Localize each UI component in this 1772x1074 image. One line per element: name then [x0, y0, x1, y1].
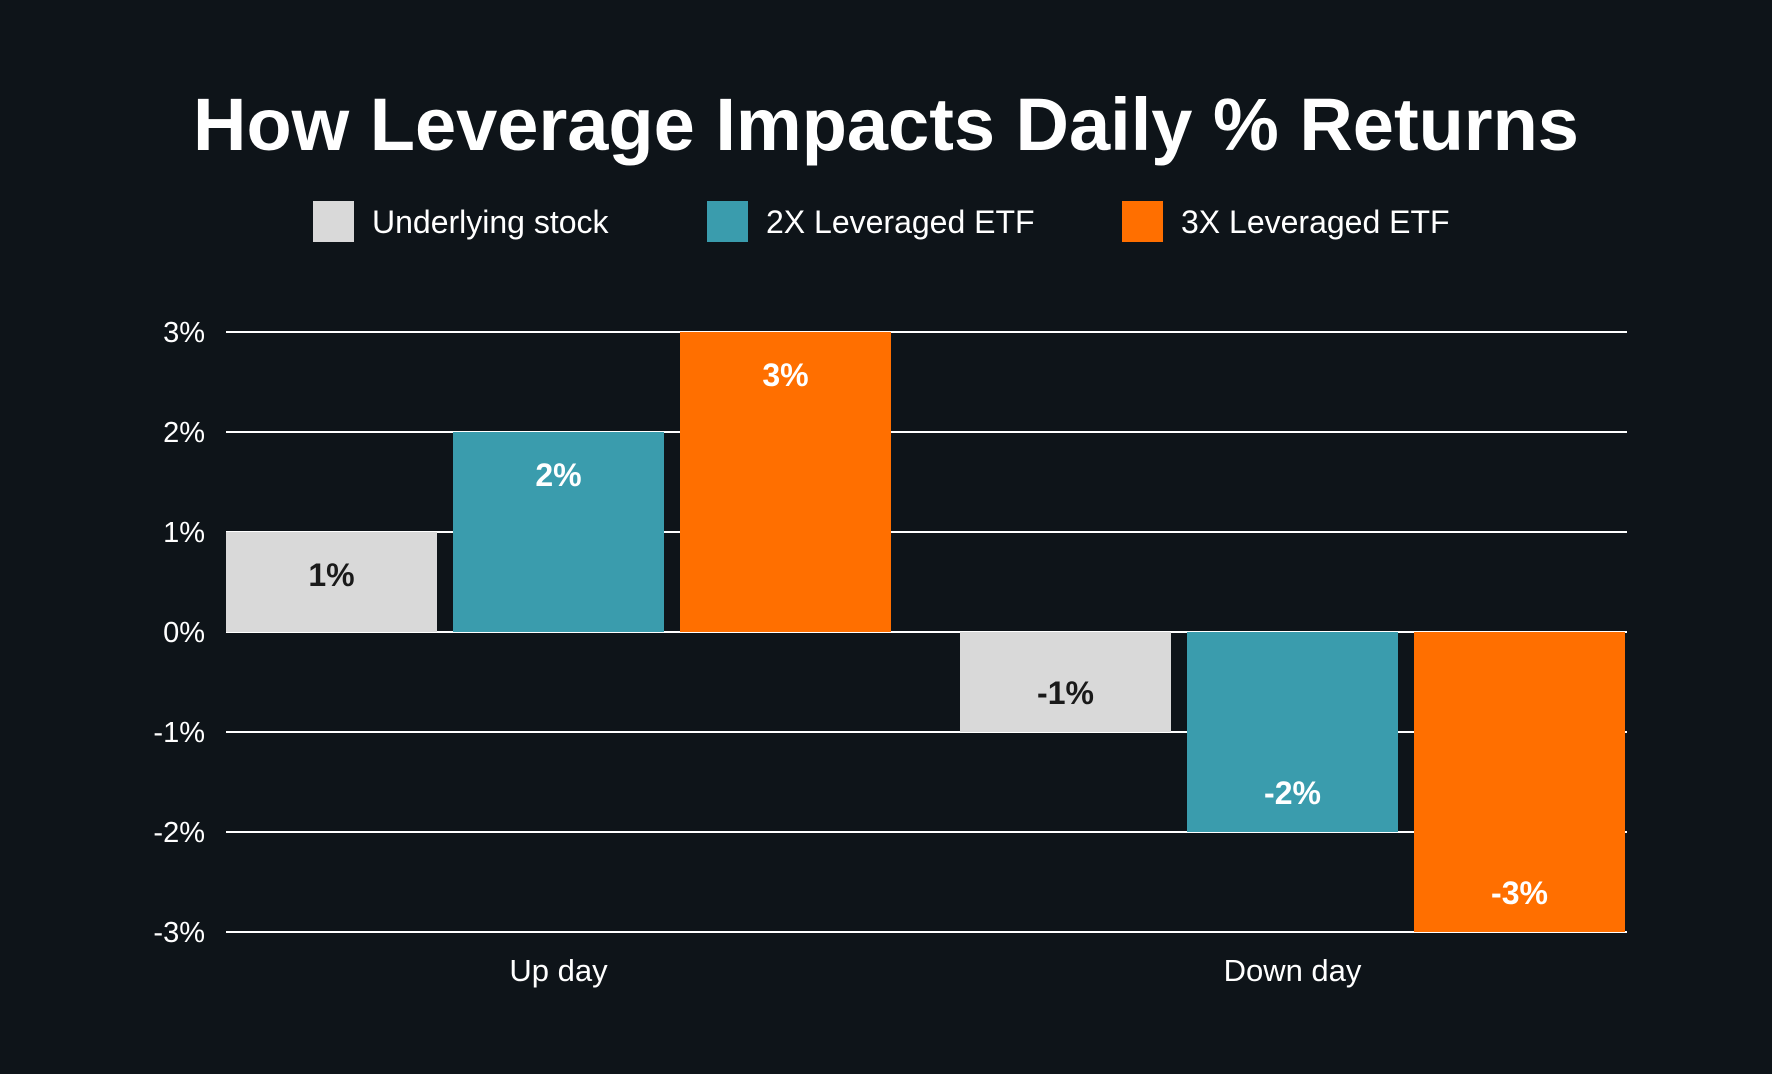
bar	[1187, 632, 1398, 832]
y-tick-label: 1%	[163, 517, 205, 549]
y-tick-label: -2%	[153, 817, 205, 849]
legend: Underlying stock 2X Leveraged ETF 3X Lever…	[313, 201, 1450, 242]
bars: 1% 2% 3% -1% -2% -3%	[226, 332, 1625, 932]
data-label: 2%	[535, 457, 581, 493]
y-axis-ticks: 3% 2% 1% 0% -1% -2% -3%	[153, 317, 205, 949]
data-label: -3%	[1491, 875, 1548, 911]
x-axis-categories: Up day Down day	[509, 953, 1362, 988]
bar	[680, 332, 891, 632]
data-label: 1%	[308, 557, 354, 593]
legend-swatch	[1122, 201, 1163, 242]
legend-swatch	[313, 201, 354, 242]
y-tick-label: -3%	[153, 917, 205, 949]
y-tick-label: -1%	[153, 717, 205, 749]
x-category-label: Down day	[1224, 953, 1362, 988]
bar	[226, 532, 437, 632]
data-label: -1%	[1037, 675, 1094, 711]
bar	[453, 432, 664, 632]
legend-swatch	[707, 201, 748, 242]
x-category-label: Up day	[509, 953, 608, 988]
legend-label: 2X Leveraged ETF	[766, 204, 1035, 240]
y-tick-label: 3%	[163, 317, 205, 349]
bar	[960, 632, 1171, 732]
chart-title: How Leverage Impacts Daily % Returns	[193, 83, 1579, 166]
legend-label: Underlying stock	[372, 204, 610, 240]
y-tick-label: 2%	[163, 417, 205, 449]
data-label: 3%	[762, 357, 808, 393]
bar	[1414, 632, 1625, 932]
y-tick-label: 0%	[163, 617, 205, 649]
data-label: -2%	[1264, 775, 1321, 811]
legend-label: 3X Leveraged ETF	[1181, 204, 1450, 240]
